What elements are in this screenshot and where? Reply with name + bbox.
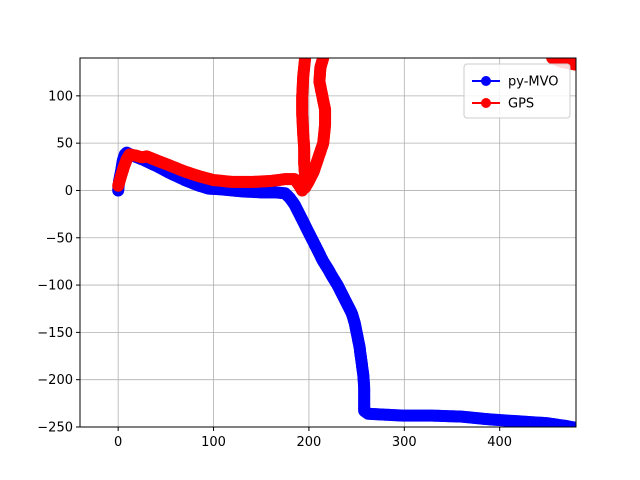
legend-gps-marker	[481, 98, 491, 108]
gps-track	[112, 58, 312, 197]
y-tick-label: −100	[37, 279, 73, 294]
x-tick-label: 0	[114, 435, 122, 450]
series-layer	[112, 58, 576, 427]
gps-point	[299, 58, 312, 64]
y-tick-label: 0	[65, 184, 73, 199]
y-tick-label: −200	[37, 373, 73, 388]
ticks: 0 100 200 300 400 −250 −200 −150 −100 −50 0 50 100	[37, 89, 512, 450]
y-tick-label: 50	[56, 137, 73, 152]
legend: py-MVO GPS	[463, 63, 571, 119]
y-tick-label: −150	[37, 326, 73, 341]
gps-point	[317, 58, 330, 64]
legend-py-mvo-marker	[481, 76, 491, 86]
x-tick-label: 100	[201, 435, 226, 450]
legend-py-mvo-label: py-MVO	[508, 75, 559, 90]
y-tick-label: −50	[46, 231, 73, 246]
x-tick-label: 200	[297, 435, 322, 450]
y-tick-label: 100	[48, 89, 73, 104]
py-mvo-point	[570, 421, 576, 427]
gps-track	[299, 58, 332, 194]
y-tick-label: −250	[37, 421, 73, 436]
x-tick-label: 300	[392, 435, 417, 450]
plot-frame	[79, 57, 577, 428]
x-tick-label: 400	[487, 435, 512, 450]
legend-gps-label: GPS	[508, 97, 534, 112]
gps-point	[570, 58, 576, 71]
